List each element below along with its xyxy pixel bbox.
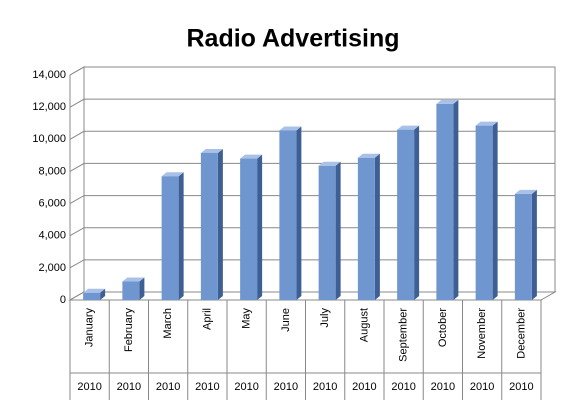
side-wall [69, 66, 85, 301]
bar [161, 176, 179, 300]
bar [475, 125, 493, 300]
bar-top [83, 288, 106, 293]
bar [514, 193, 532, 300]
x-group-label: 2010 [313, 381, 337, 393]
grid-line [69, 98, 555, 108]
x-group-label: 2010 [234, 381, 258, 393]
x-tick-label: December [515, 308, 527, 359]
x-group-label: 2010 [509, 381, 533, 393]
bar-side [178, 172, 184, 300]
bar-top [161, 172, 184, 177]
y-tick-label: 8,000 [38, 165, 66, 177]
bar [83, 292, 101, 300]
x-group-label: 2010 [156, 381, 180, 393]
x-group-label: 2010 [274, 381, 298, 393]
bar-side [374, 153, 380, 300]
x-tick-label: September [398, 308, 410, 362]
bar-top [357, 153, 380, 158]
bar-top [122, 277, 145, 282]
bar [200, 152, 218, 300]
grid-line [69, 66, 555, 76]
x-group-label: 2010 [77, 381, 101, 393]
y-tick-label: 6,000 [38, 197, 66, 209]
x-group-label: 2010 [431, 381, 455, 393]
bar-side [100, 288, 106, 300]
y-tick-label: 10,000 [32, 133, 66, 145]
bar-side [453, 99, 459, 300]
x-tick-label: October [437, 308, 449, 347]
bar-top [397, 125, 420, 130]
bar-side [531, 189, 537, 300]
bar-top [436, 99, 459, 104]
x-tick-label: February [123, 308, 135, 353]
bar [357, 157, 375, 300]
x-group-label: 2010 [391, 381, 415, 393]
bar [397, 129, 415, 300]
y-tick-label: 12,000 [32, 101, 66, 113]
x-tick-label: August [358, 308, 370, 342]
x-group-label: 2010 [352, 381, 376, 393]
bar-top [318, 161, 341, 166]
bar-top [240, 154, 263, 159]
bar-side [296, 126, 302, 300]
x-tick-label: May [241, 308, 253, 329]
bar [436, 103, 454, 300]
bar [279, 130, 297, 300]
bar-side [335, 161, 341, 300]
bar [240, 158, 258, 300]
bar [318, 165, 336, 300]
y-tick-label: 14,000 [32, 69, 66, 81]
bar-side [257, 154, 263, 300]
x-group-label: 2010 [470, 381, 494, 393]
bar-top [514, 189, 537, 194]
bar [122, 281, 140, 300]
y-tick-label: 0 [60, 294, 66, 306]
x-group-label: 2010 [117, 381, 141, 393]
x-tick-label: June [280, 308, 292, 332]
x-tick-label: March [162, 308, 174, 339]
bar-side [414, 125, 420, 301]
y-tick-label: 4,000 [38, 230, 66, 242]
y-tick-label: 2,000 [38, 262, 66, 274]
x-tick-label: November [476, 308, 488, 359]
bar-side [217, 148, 223, 300]
bar-top [200, 148, 223, 153]
bar-top [279, 126, 302, 131]
bar-side [139, 277, 145, 300]
x-tick-label: April [201, 308, 213, 330]
bar-side [492, 121, 498, 300]
x-tick-label: July [319, 308, 331, 328]
chart-title: Radio Advertising [187, 25, 400, 53]
x-tick-label: January [84, 308, 96, 348]
x-group-label: 2010 [195, 381, 219, 393]
bar-top [475, 121, 498, 126]
